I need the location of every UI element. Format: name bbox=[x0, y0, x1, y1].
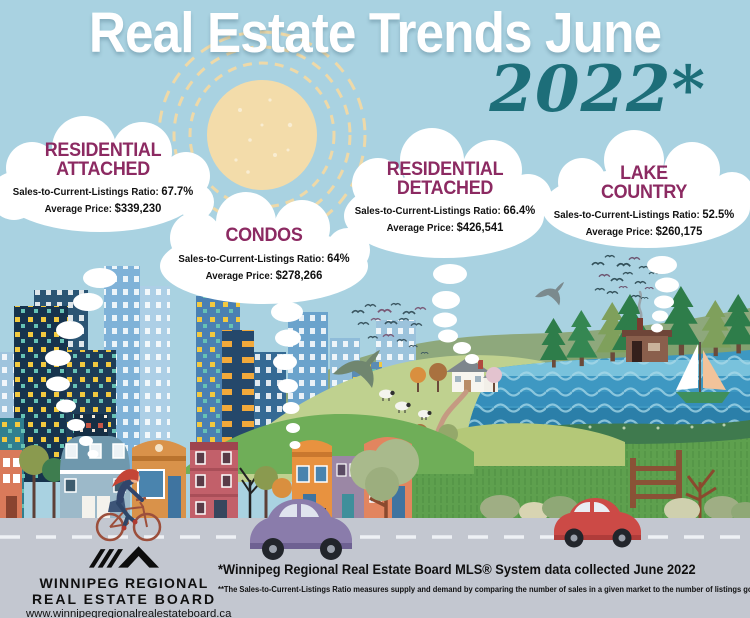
org-name-line1: WINNIPEG REGIONAL bbox=[39, 575, 209, 591]
footnote-mls: *Winnipeg Regional Real Estate Board MLS… bbox=[218, 562, 696, 577]
price-label: Average Price: bbox=[44, 203, 112, 216]
cabin-icon bbox=[622, 290, 672, 362]
camel-arch-shop bbox=[132, 440, 186, 522]
footnotes: *Winnipeg Regional Real Estate Board MLS… bbox=[218, 562, 750, 594]
bubble-condos: CONDOS Sales-to-Current-Listings Ratio: … bbox=[170, 224, 358, 284]
price-label: Average Price: bbox=[585, 226, 653, 239]
bubble-heading: RESIDENTIAL ATTACHED bbox=[44, 139, 162, 180]
price-label: Average Price: bbox=[386, 222, 454, 235]
org-name-line2: REAL ESTATE BOARD bbox=[31, 591, 217, 608]
thought-trail bbox=[432, 264, 479, 364]
price-value: $426,541 bbox=[456, 220, 504, 235]
tree-icon bbox=[350, 439, 419, 522]
ratio-label: Sales-to-Current-Listings Ratio: bbox=[354, 205, 501, 218]
ratio-value: 64% bbox=[327, 250, 350, 265]
cloud-shape bbox=[542, 130, 750, 248]
bicycle-rider-icon bbox=[95, 469, 162, 542]
purple-car-icon bbox=[250, 499, 352, 560]
ratio-label: Sales-to-Current-Listings Ratio: bbox=[178, 252, 325, 265]
cloud-shape bbox=[344, 128, 552, 258]
thought-trail bbox=[647, 256, 679, 333]
footnote-ratio-definition: **The Sales-to-Current-Listings Ratio me… bbox=[218, 584, 750, 594]
ratio-value: 52.5% bbox=[702, 207, 735, 222]
price-label: Average Price: bbox=[205, 269, 273, 282]
page-title: Real Estate Trends June bbox=[88, 1, 662, 65]
bubble-heading: CONDOS bbox=[225, 224, 303, 246]
price-value: $278,266 bbox=[275, 267, 323, 282]
sheep-icon bbox=[379, 389, 432, 420]
roadside-bushes bbox=[480, 469, 750, 522]
red-car-icon bbox=[554, 498, 641, 548]
bubble-heading: LAKE COUNTRY bbox=[600, 162, 688, 203]
bubble-residential-attached: RESIDENTIAL ATTACHED Sales-to-Current-Li… bbox=[12, 139, 194, 217]
website-url: www.winnipegregionalrealestateboard.ca bbox=[26, 608, 232, 618]
thought-trail bbox=[271, 302, 303, 449]
cloud-shape bbox=[160, 192, 370, 304]
thought-trail bbox=[45, 268, 117, 458]
title-year: 2022* bbox=[489, 52, 706, 127]
ratio-value: 66.4% bbox=[503, 203, 536, 218]
price-value: $260,175 bbox=[655, 224, 703, 239]
ratio-value: 67.7% bbox=[161, 184, 194, 199]
bubble-lake-country: LAKE COUNTRY Sales-to-Current-Listings R… bbox=[552, 162, 736, 240]
coral-building bbox=[0, 450, 22, 522]
red-townhouse bbox=[190, 442, 238, 522]
price-value: $339,230 bbox=[114, 201, 162, 216]
ratio-label: Sales-to-Current-Listings Ratio: bbox=[12, 186, 159, 199]
brand-block: WINNIPEG REGIONAL REAL ESTATE BOARD www.… bbox=[26, 540, 232, 618]
thought-clouds bbox=[0, 116, 750, 458]
ratio-label: Sales-to-Current-Listings Ratio: bbox=[553, 209, 700, 222]
mauve-building bbox=[332, 456, 364, 522]
sailboat-icon bbox=[676, 342, 730, 403]
cloud-shape bbox=[0, 116, 214, 232]
bubble-residential-detached: RESIDENTIAL DETACHED Sales-to-Current-Li… bbox=[354, 158, 536, 236]
farm-trees bbox=[410, 363, 502, 392]
bubble-heading: RESIDENTIAL DETACHED bbox=[386, 158, 504, 199]
wrreb-logo-icon bbox=[88, 546, 160, 568]
